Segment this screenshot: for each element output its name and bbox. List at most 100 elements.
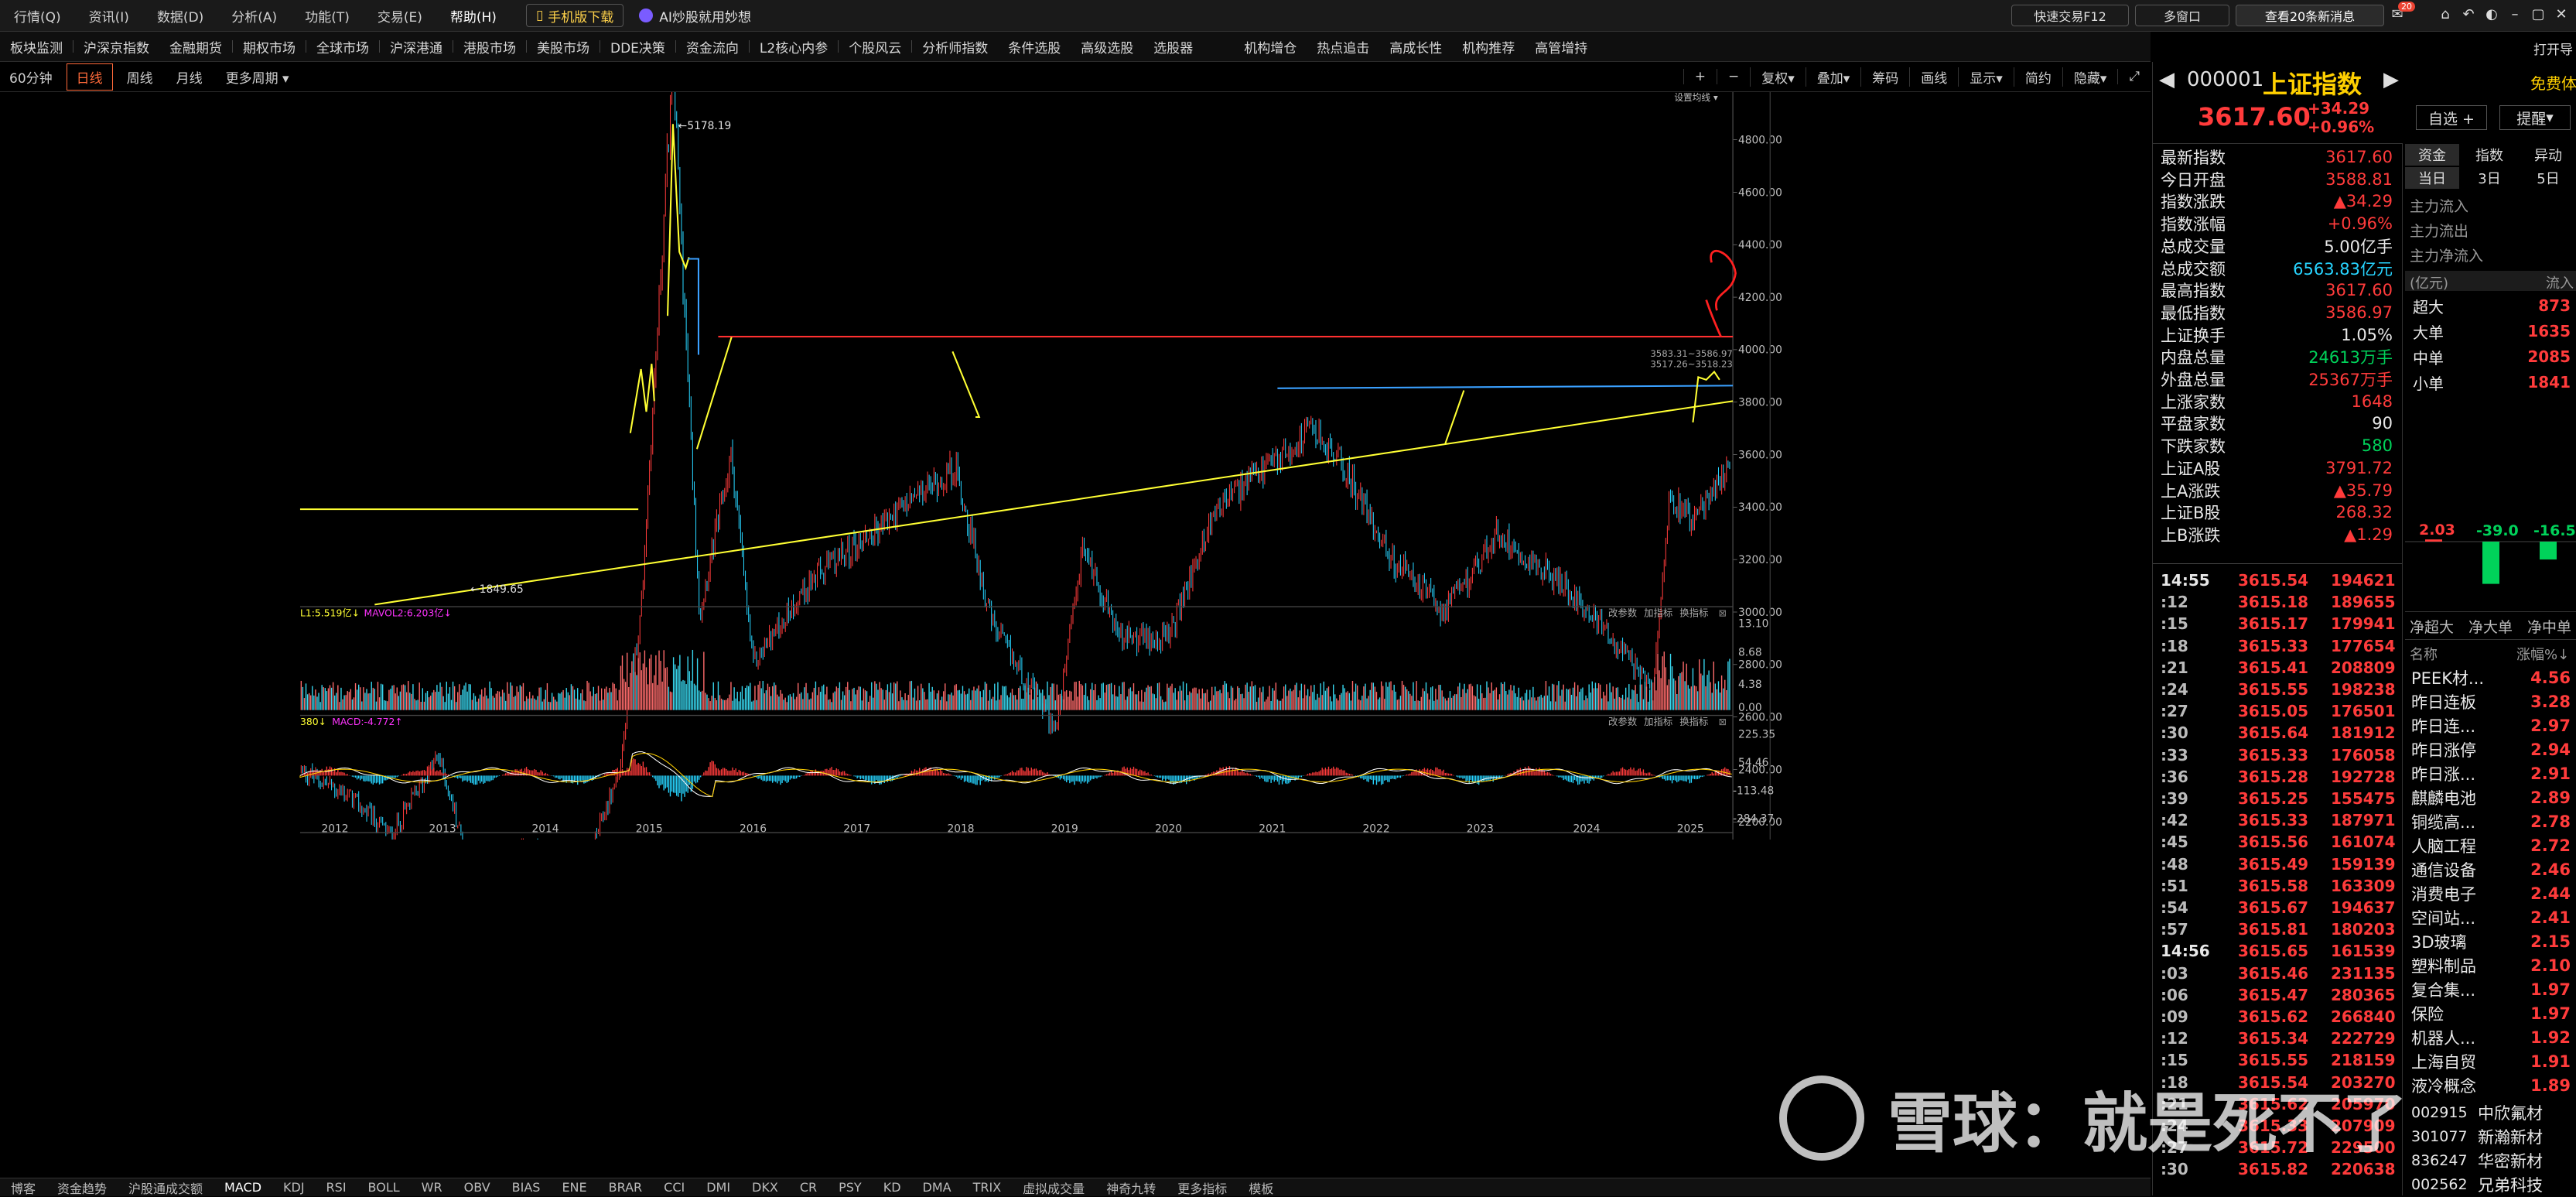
alert-button[interactable]: 提醒▾ [2499,105,2571,130]
nav-item[interactable]: 资金流向 [676,37,749,56]
subtab-5d[interactable]: 5日 [2520,167,2576,189]
menu-data[interactable]: 数据(D) [143,6,217,26]
indicator-tab[interactable]: WR [411,1180,453,1195]
nav-item[interactable]: 高级选股 [1071,37,1143,56]
menu-info[interactable]: 资讯(I) [75,6,143,26]
period-60min[interactable]: 60分钟 [0,64,62,90]
indicator-tab[interactable]: PSY [828,1180,873,1195]
skin-icon[interactable]: ◐ [2483,6,2500,23]
period-more[interactable]: 更多周期 ▾ [217,64,299,90]
menu-analysis[interactable]: 分析(A) [217,6,291,26]
tab-movement[interactable]: 异动 [2520,144,2576,166]
draw-line-button[interactable]: 画线 [1909,67,1958,87]
indicator-tab[interactable]: BIAS [501,1180,552,1195]
nav-item[interactable]: 港股市场 [453,37,526,56]
indicator-tab[interactable]: 沪股通成交额 [118,1178,214,1197]
sector-row[interactable]: 空间站...2.41 [2408,905,2576,930]
mobile-download-button[interactable]: ▯手机版下载 [526,4,624,27]
nav-item[interactable]: 热点追击 [1307,37,1379,56]
adjust-button[interactable]: 复权▾ [1750,67,1806,87]
macd-add-indicator[interactable]: 加指标 [1644,716,1672,727]
nav-item[interactable]: 条件选股 [998,37,1071,56]
menu-function[interactable]: 功能(T) [291,6,364,26]
indicator-tab[interactable]: 更多指标 [1167,1178,1238,1197]
menu-help[interactable]: 帮助(H) [436,6,511,26]
indicator-tab[interactable]: DKX [741,1180,789,1195]
prev-stock-icon[interactable]: ◀ [2159,68,2175,91]
nav-item[interactable]: 金融期货 [159,37,232,56]
overlay-button[interactable]: 叠加▾ [1806,67,1861,87]
indicator-tab[interactable]: 模板 [1238,1178,1284,1197]
nav-item[interactable]: 个股风云 [839,37,911,56]
sector-row[interactable]: 昨日涨...2.91 [2408,761,2576,786]
ai-promo-link[interactable]: AI炒股就用妙想 [639,6,751,26]
macd-switch-indicator[interactable]: 换指标 [1679,716,1708,727]
indicator-tab[interactable]: RSI [316,1180,357,1195]
indicator-tab[interactable]: 神奇九转 [1095,1178,1167,1197]
nav-item[interactable]: 机构增仓 [1234,37,1307,56]
indicator-tab[interactable]: KDJ [272,1180,316,1195]
nav-item[interactable]: 板块监测 [0,37,73,56]
subtab-today[interactable]: 当日 [2405,167,2459,189]
news-button[interactable]: 查看20条新消息 [2236,5,2384,26]
indicator-tab[interactable]: DMI [695,1180,741,1195]
tab-index[interactable]: 指数 [2461,144,2518,166]
nav-item[interactable]: 沪深港通 [380,37,453,56]
nav-item[interactable]: DDE决策 [600,37,675,56]
open-guide-link[interactable]: 打开导 [2533,39,2573,58]
minimize-icon[interactable]: – [2506,6,2523,23]
indicator-tab[interactable]: BOLL [357,1180,411,1195]
chips-button[interactable]: 筹码 [1860,67,1909,87]
indicator-tab[interactable]: OBV [453,1180,501,1195]
tab-funds[interactable]: 资金 [2405,144,2459,166]
hide-button[interactable]: 隐藏▾ [2062,67,2118,87]
period-weekly[interactable]: 周线 [118,64,162,90]
multi-window-button[interactable]: 多窗口 [2135,5,2229,26]
sector-row[interactable]: 机器人...1.92 [2408,1025,2576,1050]
quick-trade-button[interactable]: 快速交易F12 [2011,5,2129,26]
nav-item[interactable]: 美股市场 [527,37,600,56]
back-icon[interactable]: ↶ [2460,6,2477,23]
indicator-tab[interactable]: 资金趋势 [46,1178,118,1197]
nav-item[interactable]: 高成长性 [1379,37,1452,56]
sector-pct-header[interactable]: 涨幅%↓ [2516,644,2569,664]
macd-edit-params[interactable]: 改参数 [1608,716,1638,727]
nav-item[interactable]: 全球市场 [306,37,379,56]
fullscreen-icon[interactable]: ⤢ [2117,69,2151,84]
add-watchlist-button[interactable]: 自选 + [2416,105,2487,130]
close-icon[interactable]: ✕ [2553,6,2570,23]
simple-button[interactable]: 简约 [2014,67,2062,87]
indicator-tab[interactable]: 博客 [0,1178,46,1197]
nav-item[interactable]: 沪深京指数 [73,37,159,56]
indicator-tab[interactable]: DMA [912,1180,962,1195]
subtab-3d[interactable]: 3日 [2461,167,2518,189]
kline-chart[interactable]: 5000.004800.004600.004400.004200.004000.… [0,92,2081,840]
period-monthly[interactable]: 月线 [167,64,212,90]
indicator-tab[interactable]: BRAR [598,1180,654,1195]
macd-close-icon[interactable]: ⊠ [1718,716,1726,727]
zoom-out-button[interactable]: − [1717,69,1750,84]
volume-switch-indicator[interactable]: 换指标 [1679,607,1708,619]
indicator-tab[interactable]: ENE [551,1180,597,1195]
display-button[interactable]: 显示▾ [1958,67,2014,87]
indicator-tab[interactable]: KD [873,1180,912,1195]
nav-item[interactable]: 选股器 [1143,37,1203,56]
nav-item[interactable]: L2核心内参 [750,37,838,56]
menu-quote[interactable]: 行情(Q) [0,6,75,26]
nav-item[interactable]: 分析师指数 [912,37,998,56]
menu-trade[interactable]: 交易(E) [364,6,436,26]
zoom-in-button[interactable]: + [1683,69,1717,84]
maximize-icon[interactable]: ▢ [2530,6,2547,23]
indicator-tab[interactable]: CR [789,1180,828,1195]
next-stock-icon[interactable]: ▶ [2383,68,2399,91]
period-daily[interactable]: 日线 [67,63,113,91]
nav-item[interactable]: 机构推荐 [1452,37,1525,56]
